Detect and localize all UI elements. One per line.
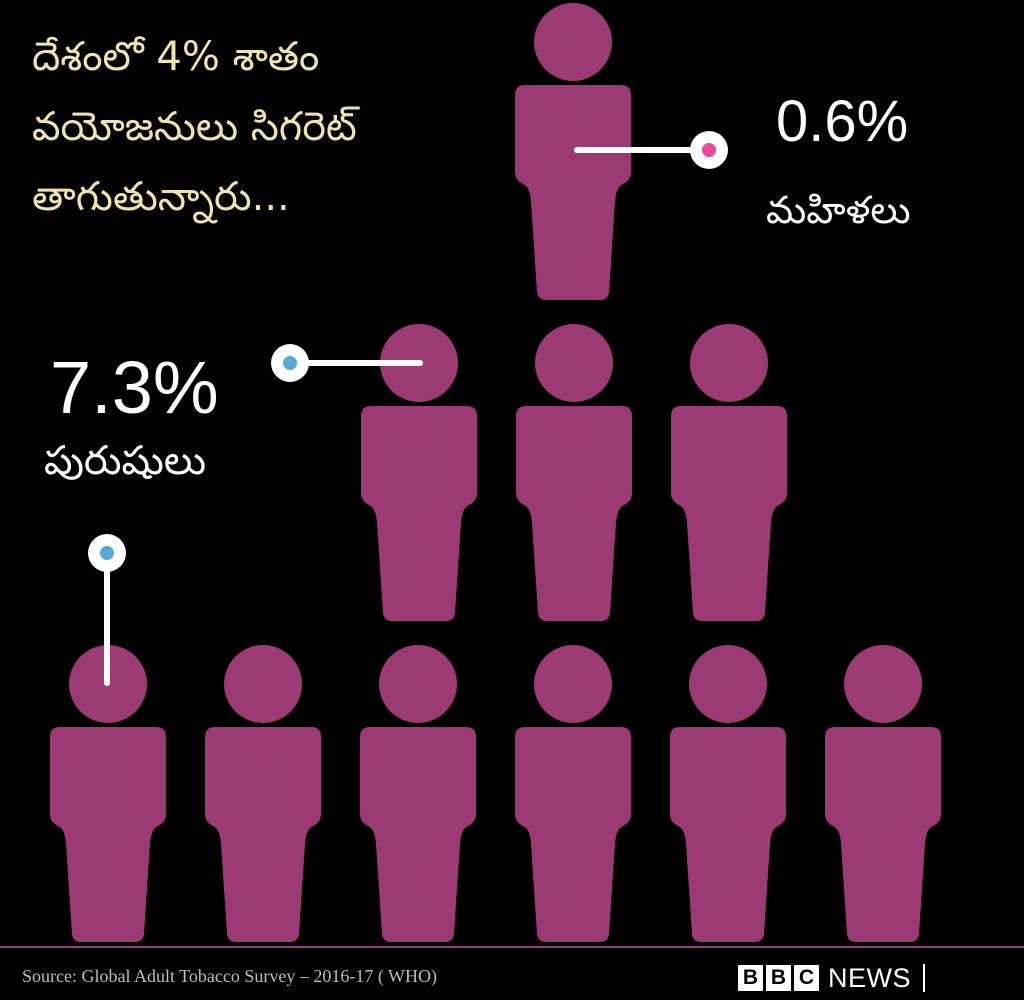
- women-percent: 0.6%: [776, 89, 909, 154]
- women-marker-dot: [702, 143, 716, 157]
- men-label: పురుషులు: [44, 438, 207, 484]
- person-icon-bottom-3: [360, 645, 476, 942]
- women-label: మహిళలు: [766, 188, 911, 232]
- person-icon-bottom-6: [825, 645, 941, 942]
- logo-letter-b2: B: [766, 965, 791, 991]
- men-marker-dot-bottom: [100, 546, 114, 560]
- logo-news-text: NEWS: [828, 962, 911, 993]
- person-icon-mid-2: [516, 324, 632, 621]
- person-icon-bottom-5: [670, 645, 786, 942]
- logo-letter-b1: B: [738, 965, 763, 991]
- source-note: Source: Global Adult Tobacco Survey – 20…: [22, 966, 438, 986]
- headline: దేశంలో 4% శాతం వయోజనులు సిగరెట్ తాగుతున్…: [32, 22, 502, 232]
- headline-line-2: వయోజనులు సిగరెట్: [32, 104, 357, 150]
- headline-line-1: దేశంలో 4% శాతం: [32, 34, 320, 80]
- person-icon-mid-3: [671, 324, 787, 621]
- person-icon-bottom-2: [205, 645, 321, 942]
- men-pointer-mid: [271, 344, 423, 382]
- logo-letter-c: C: [794, 965, 819, 991]
- person-icon-bottom-4: [515, 645, 631, 942]
- footer-divider: [0, 946, 1024, 948]
- headline-line-3: తాగుతున్నారు...: [32, 174, 290, 220]
- men-marker-dot-mid: [283, 356, 297, 370]
- women-pointer: [574, 131, 728, 169]
- men-percent: 7.3%: [50, 346, 219, 429]
- logo-separator: [923, 964, 925, 992]
- bbc-news-logo: B B C NEWS: [738, 963, 925, 993]
- person-icon-men-mid-1: [361, 324, 477, 621]
- men-pointer-bottom: [88, 534, 126, 686]
- person-icon-men-bottom-1: [50, 645, 166, 942]
